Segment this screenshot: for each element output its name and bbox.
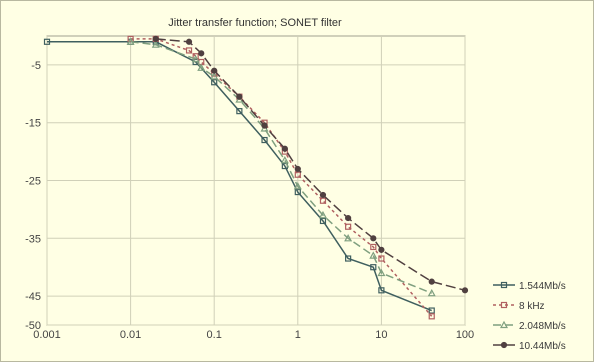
- y-tick-label: -25: [25, 176, 41, 188]
- data-point: [344, 234, 353, 242]
- legend-marker: [499, 320, 509, 329]
- legend-marker: [500, 281, 508, 289]
- data-point: [378, 246, 385, 253]
- data-point: [236, 108, 243, 115]
- x-tick-label: 100: [456, 329, 474, 341]
- data-point: [197, 63, 206, 71]
- data-point: [370, 264, 377, 271]
- chart-title: Jitter transfer function; SONET filter: [168, 17, 342, 29]
- data-point: [281, 145, 288, 152]
- series-3: [126, 37, 436, 297]
- data-point: [151, 40, 160, 48]
- legend-marker: [500, 341, 508, 349]
- data-point: [294, 188, 301, 196]
- data-point: [428, 307, 435, 314]
- data-point: [378, 255, 385, 262]
- data-point: [461, 287, 469, 294]
- legend-label: 10.44Mb/s: [519, 341, 566, 352]
- axis-ticks: 0.001 0.01 0.1 1 10 100 -5 -15 -25 -35 -45 -50: [25, 60, 474, 341]
- series-4: [152, 35, 469, 294]
- data-point: [261, 122, 268, 129]
- legend-marker: [500, 301, 508, 309]
- y-tick-label: -35: [25, 233, 41, 245]
- data-point: [319, 191, 327, 199]
- data-point: [294, 171, 301, 178]
- data-point: [345, 214, 352, 222]
- data-point: [152, 35, 159, 42]
- data-point: [43, 38, 51, 45]
- data-point: [369, 251, 378, 259]
- data-point: [280, 156, 289, 164]
- y-tick-label: -45: [25, 291, 41, 303]
- data-point: [211, 67, 218, 74]
- data-point: [185, 38, 193, 45]
- x-tick-label: 0.001: [33, 329, 61, 341]
- data-point: [428, 313, 435, 320]
- data-point: [319, 197, 327, 204]
- series-line: [130, 41, 432, 294]
- data-point: [345, 223, 352, 230]
- y-tick-label: -15: [25, 118, 41, 130]
- data-point: [191, 54, 200, 63]
- y-tick-label: -50: [25, 320, 41, 332]
- legend-label: 8 kHz: [519, 301, 545, 312]
- data-point: [427, 288, 436, 297]
- data-point: [370, 243, 377, 251]
- data-point: [185, 47, 193, 54]
- series-line: [47, 41, 432, 312]
- data-point: [428, 278, 435, 285]
- x-tick-label: 0.01: [120, 329, 141, 341]
- x-tick-label: 0.1: [207, 329, 222, 341]
- data-point: [294, 165, 301, 173]
- legend: 1.544Mb/s 8 kHz 2.048Mb/s 10.44Mb/s: [493, 281, 566, 352]
- legend-label: 1.544Mb/s: [519, 281, 566, 292]
- data-point: [370, 235, 377, 242]
- legend-label: 2.048Mb/s: [519, 321, 566, 332]
- x-tick-label: 10: [375, 329, 387, 341]
- gridlines: [46, 36, 466, 326]
- data-point: [293, 182, 302, 190]
- data-point: [236, 93, 243, 100]
- y-tick-label: -5: [31, 60, 41, 72]
- data-point: [345, 255, 352, 262]
- data-point: [198, 50, 205, 57]
- data-point: [318, 210, 327, 219]
- data-point: [378, 287, 385, 294]
- data-point: [210, 72, 219, 80]
- x-tick-label: 1: [295, 329, 301, 341]
- data-point: [211, 79, 218, 86]
- data-point: [261, 136, 268, 144]
- data-point: [377, 268, 386, 277]
- data-point: [126, 37, 135, 45]
- data-point: [127, 35, 134, 42]
- data-point: [319, 217, 327, 225]
- data-series: [43, 35, 469, 320]
